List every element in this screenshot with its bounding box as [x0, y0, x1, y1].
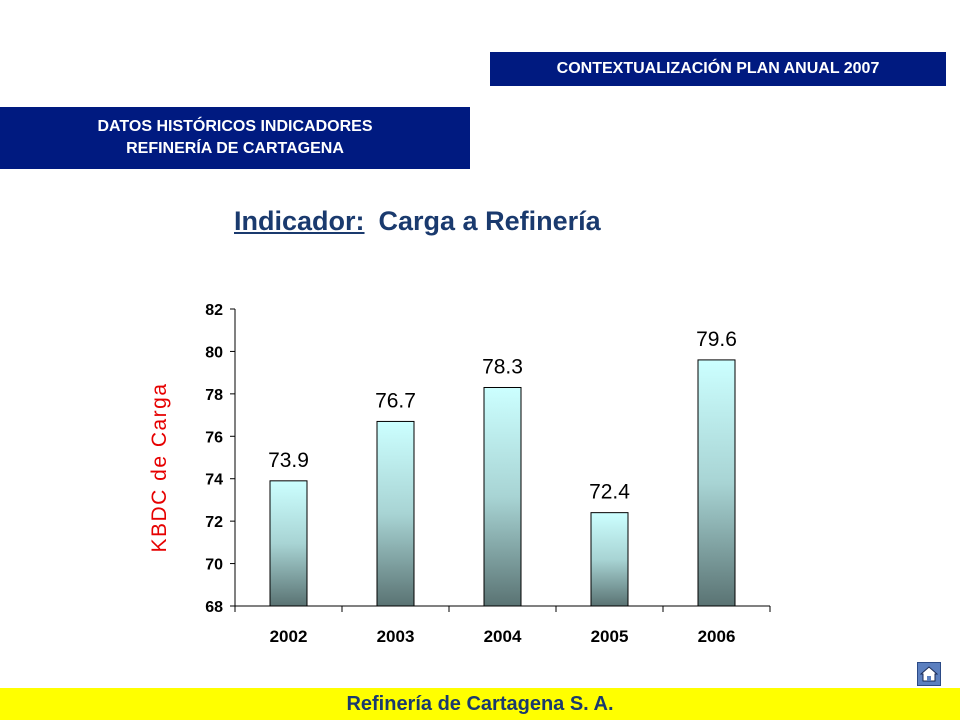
y-tick-label: 78 — [205, 387, 223, 404]
x-tick-label-2006: 2006 — [698, 627, 736, 646]
bar-2002 — [269, 480, 308, 607]
data-label-2003: 76.7 — [375, 389, 416, 412]
data-label-2002: 73.9 — [268, 449, 309, 472]
y-axis-label: KBDC de Carga — [148, 382, 171, 552]
x-tick-label-2005: 2005 — [591, 627, 629, 646]
home-button[interactable] — [917, 662, 941, 686]
x-tick-label-2002: 2002 — [270, 627, 308, 646]
company-name: Refinería de Cartagena S. A. — [346, 692, 614, 715]
data-label-2006: 79.6 — [696, 328, 737, 351]
y-tick-label: 76 — [205, 429, 223, 446]
section-banner: DATOS HISTÓRICOS INDICADORES REFINERÍA D… — [0, 107, 470, 169]
x-tick-label-2004: 2004 — [484, 627, 522, 646]
plan-banner: CONTEXTUALIZACIÓN PLAN ANUAL 2007 — [490, 52, 946, 86]
section-banner-line2: REFINERÍA DE CARTAGENA — [126, 140, 344, 157]
bar-2003 — [376, 420, 415, 607]
y-tick-label: 68 — [205, 599, 223, 616]
y-tick-label: 72 — [205, 514, 223, 531]
y-tick-label: 82 — [205, 302, 223, 319]
data-label-2004: 78.3 — [482, 355, 523, 378]
section-banner-line1: DATOS HISTÓRICOS INDICADORES — [97, 118, 373, 135]
data-label-2005: 72.4 — [589, 481, 630, 504]
y-tick-label: 80 — [205, 344, 223, 361]
footer-bar: Refinería de Cartagena S. A. — [0, 688, 960, 720]
title-prefix: Indicador: — [234, 206, 365, 236]
y-tick-label: 74 — [205, 472, 223, 489]
plan-banner-label: CONTEXTUALIZACIÓN PLAN ANUAL 2007 — [556, 60, 880, 77]
y-tick-label: 70 — [205, 557, 223, 574]
home-icon — [920, 666, 938, 682]
bar-2005 — [590, 512, 629, 607]
x-tick-label-2003: 2003 — [377, 627, 415, 646]
page-title: Indicador: Carga a Refinería — [234, 206, 601, 237]
bar-2004 — [483, 386, 522, 607]
title-indicator-name: Carga a Refinería — [378, 206, 601, 236]
bar-2006 — [697, 359, 736, 607]
